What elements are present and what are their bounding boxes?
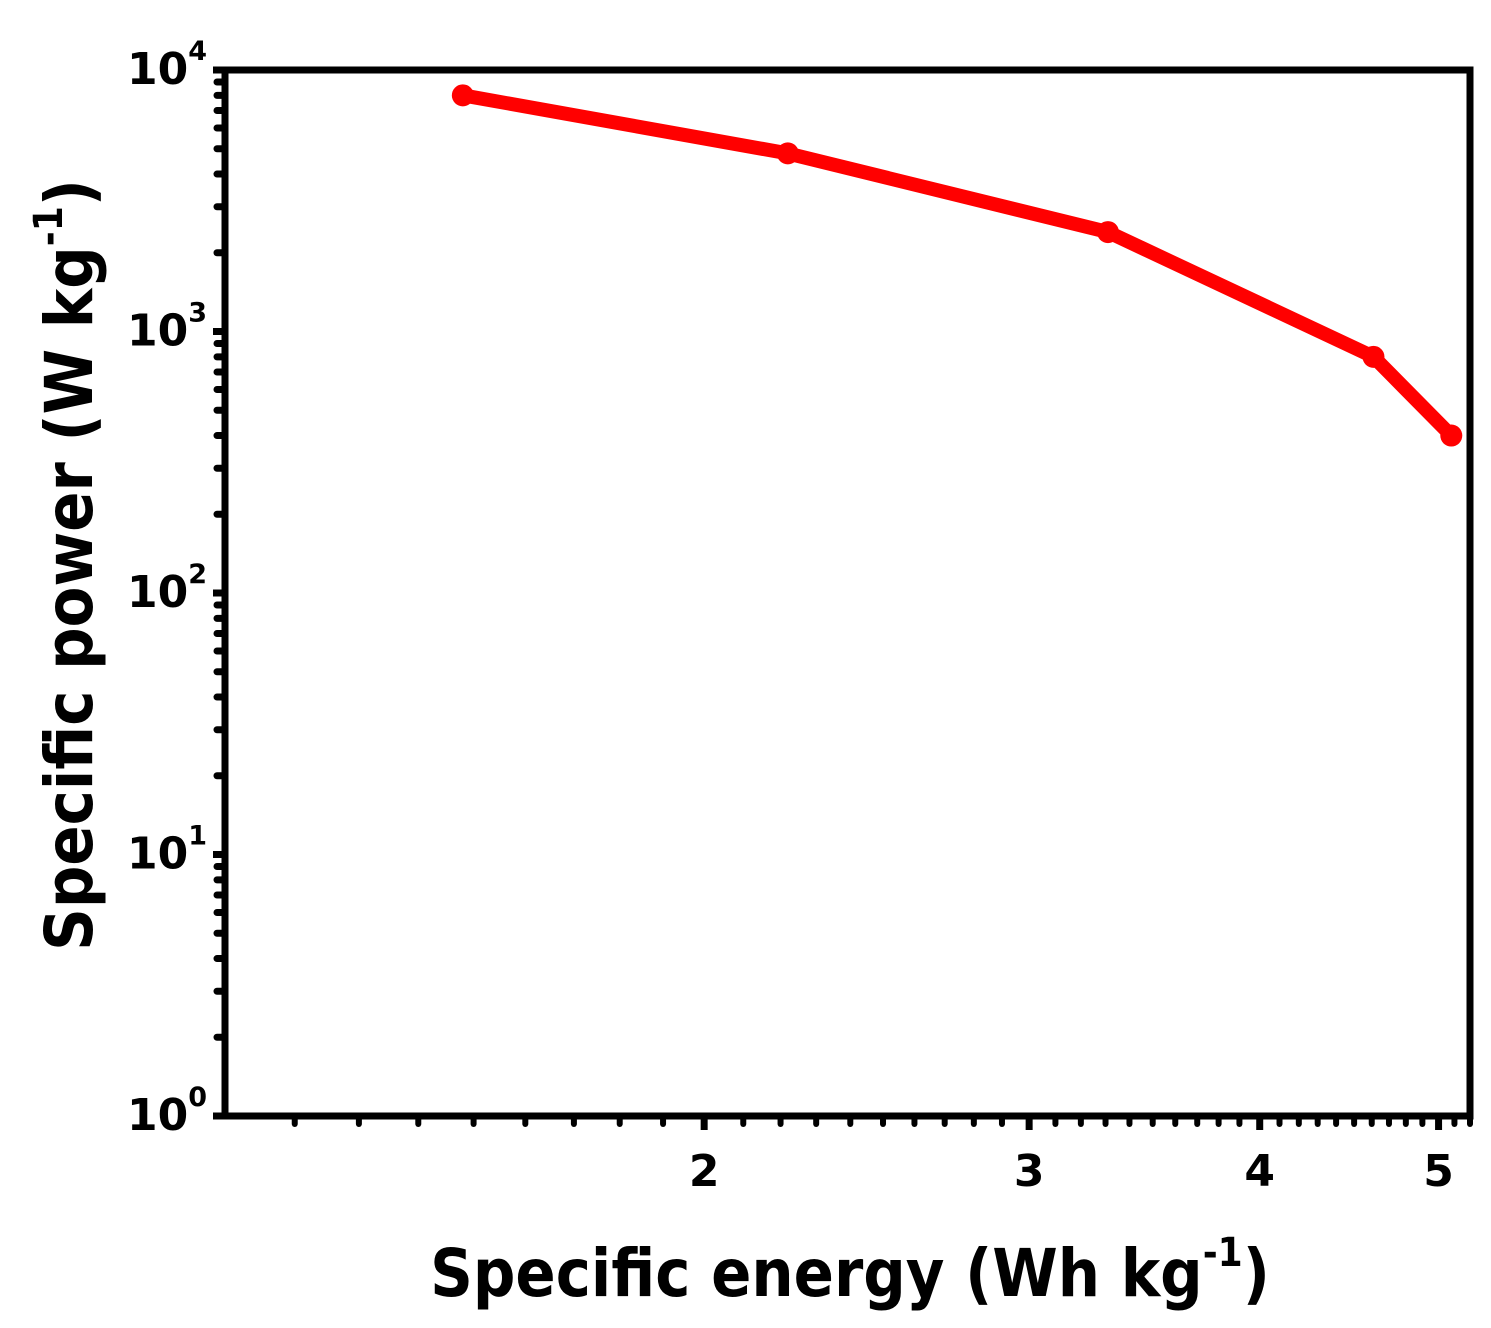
y-tick-label-exp: 1: [188, 821, 207, 852]
data-point: [776, 142, 799, 165]
y-tick-label: 103: [127, 298, 207, 357]
data-point: [451, 84, 474, 107]
y-axis-title-sup: -1: [26, 206, 72, 246]
y-tick-label-exp: 2: [188, 559, 207, 590]
series-layer: [451, 84, 1463, 447]
y-tick-label-base: 10: [127, 1090, 188, 1141]
y-tick-label: 100: [127, 1082, 207, 1141]
plot-frame: [221, 66, 1474, 1120]
data-point: [1362, 345, 1385, 368]
x-axis-title: Specific energy (Wh kg-1): [430, 1230, 1270, 1312]
data-point: [1096, 221, 1119, 244]
y-axis-title-main: Specific power (W kg: [31, 246, 108, 951]
x-tick-label: 5: [1423, 1146, 1454, 1197]
y-tick-label-exp: 3: [188, 298, 207, 329]
y-tick-label-base: 10: [127, 44, 188, 95]
y-axis-title: Specific power (W kg-1): [26, 179, 108, 951]
x-axis-title-main: Specific energy (Wh kg: [430, 1235, 1203, 1312]
x-tick-label: 4: [1244, 1146, 1275, 1197]
y-tick-label-exp: 4: [188, 36, 207, 67]
x-axis-title-sup: -1: [1203, 1230, 1243, 1276]
y-axis-title-close: ): [31, 179, 108, 206]
axis-ticks: [213, 66, 1473, 1130]
x-tick-label: 3: [1014, 1146, 1045, 1197]
series-line: [455, 88, 1459, 443]
y-tick-label-base: 10: [127, 306, 188, 357]
y-tick-label: 102: [127, 559, 207, 618]
y-tick-label-exp: 0: [188, 1082, 207, 1113]
y-tick-label-base: 10: [127, 829, 188, 880]
x-axis-title-close: ): [1243, 1235, 1270, 1312]
y-tick-label: 101: [127, 821, 207, 880]
y-tick-label-base: 10: [127, 567, 188, 618]
y-tick-label: 104: [127, 36, 207, 95]
x-tick-label: 2: [689, 1146, 720, 1197]
data-point: [1440, 424, 1463, 447]
